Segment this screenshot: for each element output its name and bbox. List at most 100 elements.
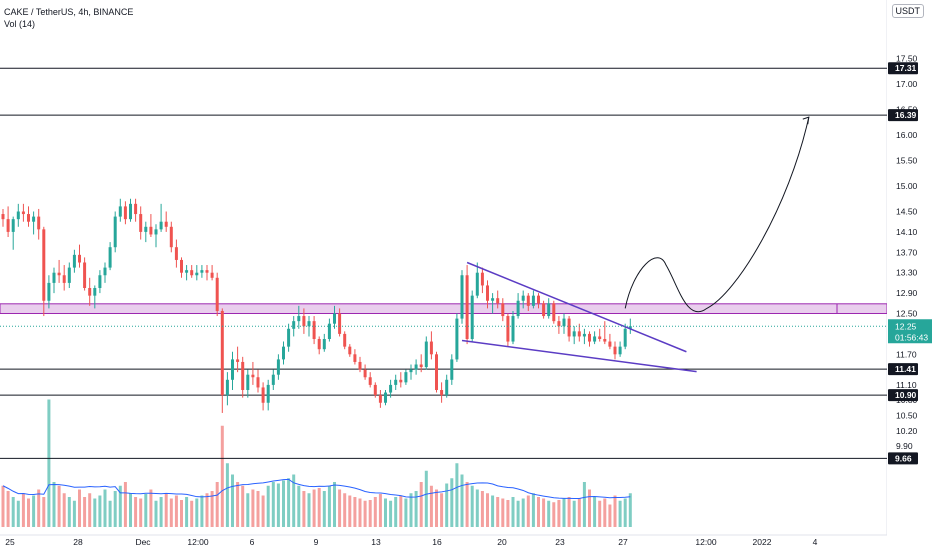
price-tick-label: 11.10	[896, 380, 917, 390]
candle-body	[174, 247, 178, 260]
volume-indicator-label[interactable]: Vol (14)	[4, 19, 36, 29]
volume-bar	[52, 482, 56, 527]
chart-legend: CAKE / TetherUS, 4h, BINANCE Vol (14)	[4, 6, 133, 30]
candle-body	[552, 303, 556, 322]
volume-bar	[231, 474, 234, 527]
grid-lines	[0, 0, 888, 536]
price-tick-label: 15.50	[896, 156, 918, 166]
volume-bar	[113, 491, 117, 527]
candle-body	[11, 219, 15, 232]
candle-body	[521, 295, 525, 301]
volume-bar	[256, 491, 260, 527]
candle-body	[32, 216, 36, 222]
volume-bar	[409, 493, 413, 527]
candle-body	[409, 369, 413, 373]
price-tick-label: 16.00	[896, 130, 918, 140]
candle-body	[506, 316, 510, 342]
candle-body	[333, 313, 336, 324]
candle-body	[307, 321, 311, 327]
volume-bar	[6, 491, 10, 527]
price-tick-label: 17.50	[896, 54, 918, 64]
volume-bar	[220, 425, 224, 527]
volume-bar	[460, 474, 464, 527]
volume-bar	[72, 500, 76, 527]
time-tick-label: 6	[250, 537, 255, 547]
wedge-lower-line	[461, 339, 697, 373]
candle-body	[368, 377, 372, 385]
price-tick-label: 10.50	[896, 411, 918, 421]
candle-body	[378, 395, 382, 403]
candle-body	[613, 346, 617, 355]
level-price-tag	[888, 109, 918, 122]
volume-bar	[623, 498, 627, 527]
volume-bar	[394, 497, 398, 527]
volume-bar	[598, 500, 602, 527]
volume-bar	[353, 497, 357, 527]
candle-body	[404, 372, 408, 383]
candle-body	[537, 295, 540, 304]
candle-body	[450, 359, 454, 380]
currency-badge[interactable]: USDT	[891, 4, 924, 18]
volume-ma	[2, 478, 631, 500]
volume-bar	[389, 500, 393, 527]
candle-body	[154, 229, 158, 235]
candle-body	[338, 313, 342, 334]
volume-bar	[129, 493, 132, 527]
volume-bar	[149, 489, 153, 527]
candle-body	[205, 270, 209, 273]
candle-body	[557, 321, 561, 327]
price-tick-label: 15.00	[896, 181, 918, 191]
price-tick-label: 12.50	[896, 309, 918, 319]
volume-bar	[134, 497, 138, 527]
candle-body	[139, 214, 143, 232]
volume-bar	[491, 495, 495, 527]
volume-bar	[11, 497, 15, 527]
volume-bar	[603, 498, 607, 527]
candle-body	[108, 247, 112, 268]
volume-bar	[93, 498, 97, 527]
volume-bar	[246, 493, 250, 527]
candle-body	[593, 336, 597, 342]
resistance-zone-rect	[0, 303, 888, 314]
symbol-title[interactable]: CAKE / TetherUS, 4h, BINANCE	[4, 7, 134, 17]
time-axis[interactable]: 25 28 Dec 12:00 6 9 13 16 20 23 27 12:00 2022 4	[5, 537, 817, 547]
level-price-label: 16.39	[895, 110, 917, 120]
candle-body	[312, 321, 316, 339]
candle-body	[246, 374, 250, 390]
volume-bar	[282, 480, 285, 527]
candle-body	[292, 321, 296, 329]
projection-path	[624, 116, 810, 313]
candle-body	[241, 361, 245, 390]
volume-bar	[588, 489, 591, 527]
time-tick-label: 4	[813, 537, 818, 547]
volume-bar	[78, 489, 81, 527]
candle-body	[567, 318, 571, 337]
volume-bar	[378, 494, 382, 527]
volume-bar	[511, 497, 515, 527]
candle-body	[251, 374, 255, 378]
volume-bar	[363, 500, 367, 527]
current-price-tag	[888, 319, 932, 344]
volume-bar	[205, 493, 209, 527]
volume-bar	[327, 485, 331, 527]
candle-body	[455, 318, 459, 360]
candle-body	[363, 369, 367, 378]
volume-bar	[210, 491, 214, 527]
price-axis[interactable]: 17.5017.0016.5016.0015.5015.0014.5014.10…	[887, 0, 932, 550]
candle-body	[103, 267, 107, 276]
volume-bar	[302, 491, 306, 527]
candle-body	[287, 328, 291, 347]
volume-bar	[241, 485, 245, 527]
time-tick-label: 23	[555, 537, 565, 547]
candle-body	[419, 364, 423, 368]
volume-bar	[506, 500, 510, 527]
candle-body	[389, 384, 393, 393]
candle-body	[501, 303, 505, 317]
volume-bar	[62, 493, 66, 527]
volume-bar	[358, 498, 362, 527]
candle-body	[215, 277, 219, 311]
candle-body	[414, 364, 418, 370]
current-price-label: 12.25	[895, 321, 917, 331]
candle-body	[164, 221, 168, 227]
